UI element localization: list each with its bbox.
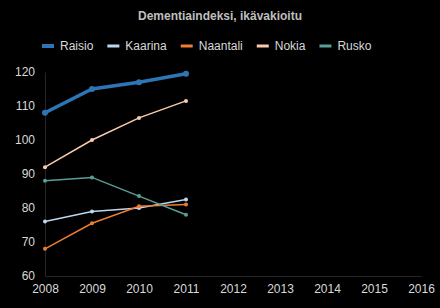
legend-item: Raisio [42,39,94,53]
series-marker [90,138,94,142]
series-marker [43,179,47,183]
legend-item: Naantali [181,39,243,53]
series-marker [137,116,141,120]
legend-label: Nokia [275,39,306,53]
series-marker [183,71,189,77]
legend-item: Kaarina [107,39,167,53]
y-axis: 60 70 80 90 100 110 120 [15,65,46,283]
series-marker [184,213,188,217]
series-marker [137,204,141,208]
legend-swatch [107,45,119,48]
title: Dementiaindeksi, ikävakioitu [138,9,302,23]
y-tick-label: 80 [22,201,36,215]
series-marker [90,175,94,179]
series-line [45,177,186,214]
series-marker [42,110,48,116]
y-tick: 90 [22,167,45,181]
x-tick-label: 2008 [32,282,59,296]
series-line [45,200,186,222]
x-tick: 2016 [408,276,435,296]
series-line [45,205,186,249]
x-tick: 2011 [174,276,200,296]
series-marker [90,221,94,225]
series-marker [184,99,188,103]
x-axis: 2008 2009 2010 2011 2012 2013 2014 2015 2016 [32,276,435,296]
legend-label: Raisio [60,39,94,53]
x-tick-label: 2014 [314,282,341,296]
legend-swatch [181,45,193,48]
series-marker [43,220,47,224]
x-tick: 2015 [361,276,388,296]
legend-swatch [257,45,269,48]
y-tick-label: 60 [22,269,36,283]
legend-item: Rusko [319,39,371,53]
chart: Dementiaindeksi, ikävakioitu 2008 2009 2010… [0,0,440,308]
series-marker [90,209,94,213]
x-tick-label: 2012 [220,282,247,296]
x-tick-label: 2011 [174,282,200,296]
series-line [45,74,186,113]
series-marker [136,79,142,85]
y-tick: 60 [22,269,45,283]
series-marker [43,165,47,169]
y-tick-label: 120 [15,65,35,79]
y-tick-label: 100 [15,133,35,147]
x-tick: 2008 [32,276,59,296]
series-marker [184,198,188,202]
legend-label: Kaarina [125,39,167,53]
x-tick: 2012 [220,276,247,296]
y-tick: 110 [16,99,45,113]
y-tick: 120 [15,65,45,79]
plot-area [42,71,189,251]
legend: Raisio Kaarina Naantali Nokia Rusko [42,39,372,53]
y-tick-label: 110 [16,99,35,113]
y-tick-label: 70 [22,235,36,249]
x-tick: 2014 [314,276,341,296]
legend-swatch [319,45,331,48]
x-tick-label: 2009 [79,282,106,296]
y-tick: 100 [15,133,45,147]
legend-item: Nokia [257,39,306,53]
y-axis-line [45,73,46,277]
series-marker [89,86,95,92]
y-tick-label: 90 [22,167,36,181]
x-tick-label: 2013 [267,282,294,296]
series-line [45,101,186,167]
series-marker [137,194,141,198]
x-tick: 2009 [79,276,106,296]
series-marker [184,203,188,207]
legend-swatch [42,44,54,48]
background [0,0,440,308]
x-axis-line [46,276,422,277]
legend-label: Rusko [337,39,371,53]
y-tick: 70 [22,235,45,249]
legend-label: Naantali [199,39,243,53]
x-tick-label: 2010 [126,282,153,296]
x-tick-label: 2016 [408,282,435,296]
series-marker [43,247,47,251]
x-tick: 2010 [126,276,153,296]
x-tick-label: 2015 [361,282,388,296]
x-tick: 2013 [267,276,294,296]
y-tick: 80 [22,201,45,215]
